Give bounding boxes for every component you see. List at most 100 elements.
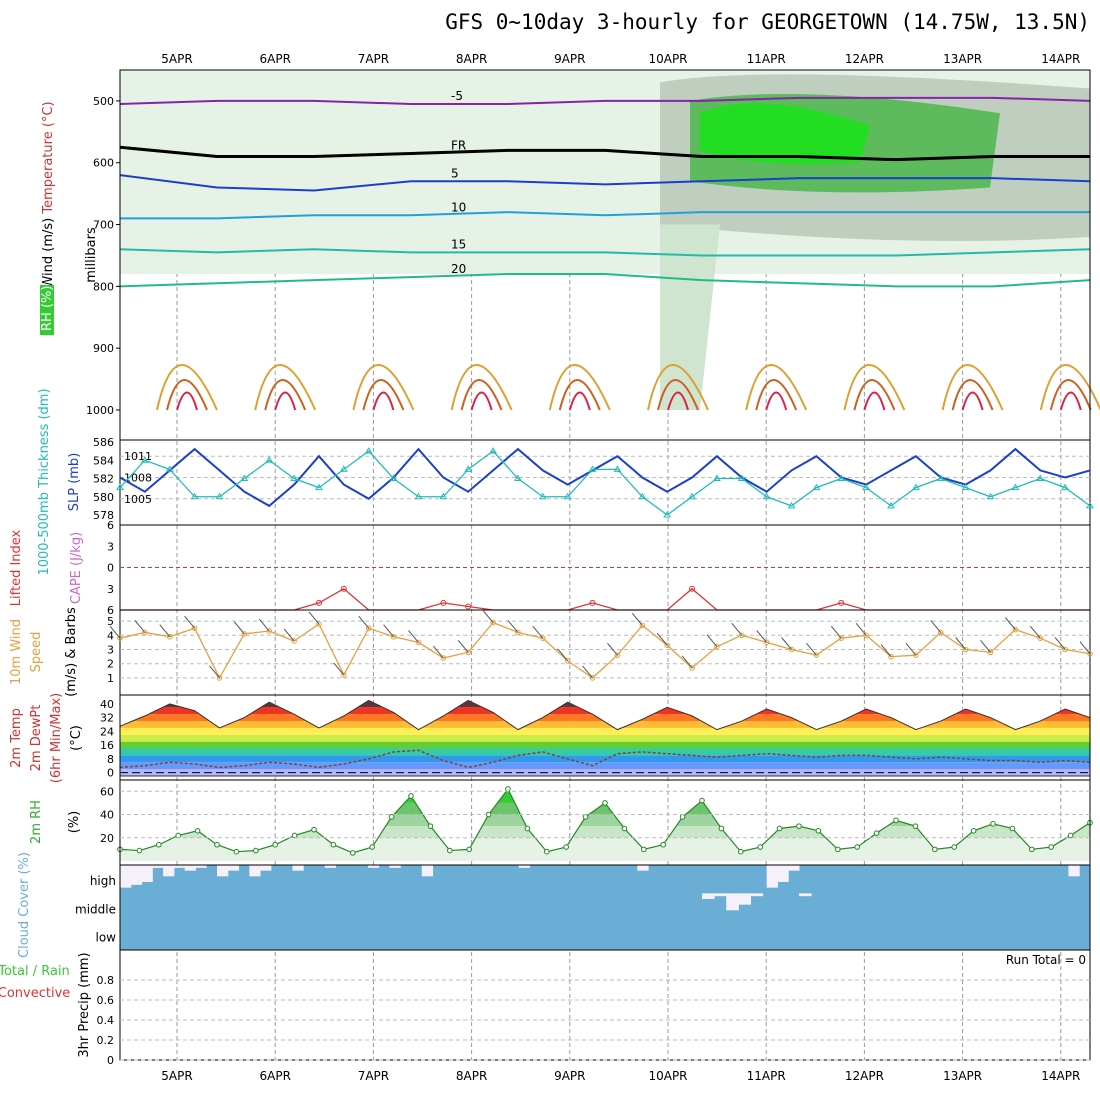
wind-speed-point (390, 633, 397, 640)
wind-speed-point (440, 655, 447, 661)
wind-speed-point (490, 619, 496, 626)
temp-label: Temperature (°C) (41, 101, 56, 214)
lifted-index-label: Lifted Index (9, 529, 24, 606)
date-label-bottom: 9APR (554, 1069, 585, 1083)
thickness-point (862, 483, 871, 491)
thickness-point (489, 447, 497, 454)
temp-band (120, 714, 1090, 722)
thickness-point (389, 474, 398, 481)
cloud-bar (788, 865, 800, 871)
temp-band (120, 707, 1090, 715)
isotherm-line (119, 96, 1091, 105)
temp-tick: 24 (100, 725, 114, 738)
rh-point (388, 814, 395, 820)
date-label-top: 14APR (1041, 52, 1080, 66)
wind-barb (209, 665, 220, 679)
wind-barb (482, 610, 494, 623)
rh-point (873, 830, 880, 836)
cross-section-legend-labels: Wind (m/s) Temperature (°C) (41, 101, 56, 288)
cloud-bar (518, 865, 531, 868)
isotherm-label: -5 (451, 89, 463, 103)
isotherm-bl-35 (372, 391, 395, 411)
cloud-bar (195, 865, 207, 868)
isotherm-bl-30 (264, 379, 307, 411)
precip-ylabel: 3hr Precip (mm) (77, 952, 92, 1057)
wind-speed-point (465, 649, 472, 656)
rh-point (408, 793, 414, 799)
wind-barb (631, 613, 643, 626)
cloud-bar (799, 893, 812, 897)
isotherm-bl-35 (961, 391, 984, 411)
wind-barb (656, 632, 668, 646)
thickness-point (961, 483, 970, 491)
isotherm-bl-35 (568, 391, 591, 411)
thickness-point (1086, 501, 1094, 509)
wind-speed-point (564, 658, 571, 664)
isotherm-bl-30 (853, 379, 896, 411)
rh-tick: 60 (100, 785, 114, 798)
thickness-point (140, 456, 149, 463)
temp-band (120, 734, 1090, 742)
cloud-layer-label: high (90, 874, 116, 888)
temp-tick: 8 (107, 753, 114, 766)
panel-frame (119, 609, 1091, 696)
cloud-bar (738, 893, 751, 905)
rh-point (990, 821, 996, 827)
date-label-bottom: 10APR (648, 1069, 687, 1083)
cloud-bar (324, 865, 337, 868)
wind-speed-point (987, 649, 994, 656)
cloud-bar (292, 865, 304, 871)
lifted-index-tick: 3 (107, 540, 114, 553)
isotherm-bl-30 (755, 379, 798, 411)
lifted-index-point (465, 603, 472, 610)
rh-point (330, 841, 337, 848)
precip-tick: 0.6 (97, 994, 115, 1007)
cloud-layer-label: middle (75, 902, 116, 916)
rh-point (835, 846, 841, 853)
cloud-bar (120, 865, 132, 888)
isotherm-line (119, 174, 1091, 192)
wind-speed-point (813, 652, 820, 658)
lifted-index-tick: 6 (107, 604, 114, 617)
thickness-point (737, 474, 746, 481)
rh-point (718, 825, 725, 832)
cloud-bar (249, 865, 261, 877)
wind-label-3: (m/s) & Barbs (64, 607, 79, 697)
rh-point (175, 832, 181, 839)
rh-point (544, 848, 550, 855)
thickness-point (364, 447, 373, 454)
rh-band (120, 814, 1090, 827)
wind-label-2: Speed (29, 632, 44, 673)
wind-speed-tick: 4 (107, 629, 114, 642)
rh-shade-column (660, 224, 720, 410)
thickness-point (1036, 474, 1045, 481)
pressure-tick: 800 (93, 280, 114, 293)
cloud-bar (714, 893, 727, 897)
cloud-bar (367, 865, 380, 868)
rh-point (621, 825, 628, 832)
date-label-bottom: 5APR (161, 1069, 192, 1083)
wind-barb (333, 662, 345, 676)
isotherm-line (120, 211, 1090, 220)
cloud-bar (702, 893, 715, 899)
isotherm-bl-25 (156, 364, 218, 411)
cloud-bar (389, 865, 401, 868)
isotherm-bl-35 (863, 391, 886, 411)
rh-point (369, 844, 376, 850)
rh-band (120, 837, 1090, 861)
wind-barb (830, 625, 842, 639)
temp-tick: 40 (100, 698, 114, 711)
isotherm-label: 15 (451, 237, 466, 251)
isotherm-bl-25 (450, 364, 513, 411)
wind-speed-tick: 2 (107, 658, 114, 671)
cloud-bar (260, 865, 272, 871)
wind-speed-point (962, 646, 969, 653)
rh-point (1048, 844, 1054, 850)
date-label-top: 11APR (747, 52, 786, 66)
wind-speed-point (515, 629, 521, 636)
rh-tick: 40 (100, 809, 114, 822)
rh-point (291, 832, 298, 839)
thickness-point (414, 492, 423, 500)
wind-barb (806, 642, 817, 656)
rh-legend-swatch (40, 285, 54, 335)
